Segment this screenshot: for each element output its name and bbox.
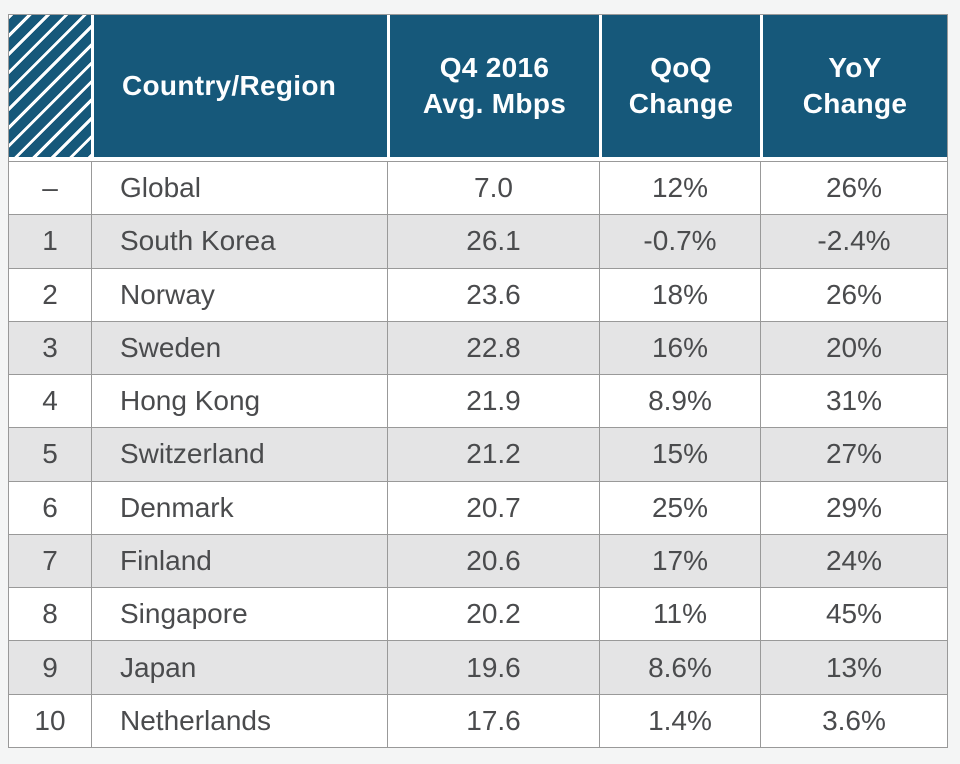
yoy-cell: 26%: [760, 268, 947, 321]
rank-cell: 1: [42, 225, 58, 257]
header-yoy-change: YoY Change: [763, 15, 947, 157]
mbps-cell: 22.8: [387, 321, 599, 375]
table-row-denmark: 6 Denmark 20.7 25% 29%: [9, 480, 947, 534]
country-cell: Sweden: [91, 321, 387, 375]
country-cell: Switzerland: [91, 428, 387, 481]
country-cell: Norway: [91, 268, 387, 321]
mbps-cell: 17.6: [387, 694, 599, 747]
rank-cell: 4: [42, 385, 58, 417]
country-cell: Global: [91, 162, 387, 215]
qoq-cell: 8.9%: [599, 375, 760, 428]
rank-cell: 8: [42, 598, 58, 630]
table-row-global: – Global 7.0 12% 26%: [9, 161, 947, 215]
speed-ranking-table: Country/Region Q4 2016 Avg. Mbps QoQ Cha…: [8, 14, 948, 748]
country-cell: Denmark: [91, 481, 387, 534]
country-cell: Finland: [91, 534, 387, 588]
header-country-region: Country/Region: [94, 15, 387, 157]
header-qoq-change: QoQ Change: [602, 15, 760, 157]
yoy-cell: 29%: [760, 481, 947, 534]
header-rank-stripes: [9, 15, 91, 157]
qoq-cell: 17%: [599, 534, 760, 588]
table-row-finland: 7 Finland 20.6 17% 24%: [9, 533, 947, 588]
country-cell: Japan: [91, 641, 387, 694]
table-row-netherlands: 10 Netherlands 17.6 1.4% 3.6%: [9, 693, 947, 747]
yoy-cell: 31%: [760, 375, 947, 428]
yoy-cell: 27%: [760, 428, 947, 481]
yoy-cell: 24%: [760, 534, 947, 588]
mbps-cell: 21.9: [387, 375, 599, 428]
country-cell: Singapore: [91, 588, 387, 641]
qoq-cell: -0.7%: [599, 215, 760, 268]
qoq-cell: 15%: [599, 428, 760, 481]
rank-cell: 2: [42, 278, 58, 310]
yoy-cell: -2.4%: [760, 215, 947, 268]
mbps-cell: 26.1: [387, 215, 599, 268]
country-cell: Hong Kong: [91, 375, 387, 428]
country-cell: South Korea: [91, 215, 387, 268]
table-row-japan: 9 Japan 19.6 8.6% 13%: [9, 640, 947, 694]
qoq-cell: 12%: [599, 162, 760, 215]
table-row-switzerland: 5 Switzerland 21.2 15% 27%: [9, 427, 947, 481]
mbps-cell: 20.7: [387, 481, 599, 534]
table-row-hong-kong: 4 Hong Kong 21.9 8.9% 31%: [9, 374, 947, 428]
mbps-cell: 7.0: [387, 162, 599, 215]
table-body: – Global 7.0 12% 26% 1 South Korea 26.1 …: [9, 161, 947, 747]
header-q4-2016-avg-mbps: Q4 2016 Avg. Mbps: [390, 15, 599, 157]
mbps-cell: 20.2: [387, 588, 599, 641]
table-row-south-korea: 1 South Korea 26.1 -0.7% -2.4%: [9, 214, 947, 268]
qoq-cell: 1.4%: [599, 694, 760, 747]
yoy-cell: 20%: [760, 321, 947, 375]
qoq-cell: 18%: [599, 268, 760, 321]
qoq-cell: 16%: [599, 321, 760, 375]
qoq-cell: 8.6%: [599, 641, 760, 694]
table-row-singapore: 8 Singapore 20.2 11% 45%: [9, 587, 947, 641]
mbps-cell: 21.2: [387, 428, 599, 481]
yoy-cell: 26%: [760, 162, 947, 215]
yoy-cell: 45%: [760, 588, 947, 641]
qoq-cell: 25%: [599, 481, 760, 534]
mbps-cell: 19.6: [387, 641, 599, 694]
table-row-sweden: 3 Sweden 22.8 16% 20%: [9, 320, 947, 375]
rank-cell: 6: [42, 491, 58, 523]
rank-cell: 9: [42, 651, 58, 683]
mbps-cell: 20.6: [387, 534, 599, 588]
rank-cell: 5: [42, 438, 58, 470]
table-header-row: Country/Region Q4 2016 Avg. Mbps QoQ Cha…: [9, 15, 947, 161]
rank-cell: –: [42, 172, 58, 204]
country-cell: Netherlands: [91, 694, 387, 747]
yoy-cell: 3.6%: [760, 694, 947, 747]
rank-cell: 3: [42, 331, 58, 363]
qoq-cell: 11%: [599, 588, 760, 641]
rank-cell: 10: [34, 704, 66, 736]
rank-cell: 7: [42, 544, 58, 576]
yoy-cell: 13%: [760, 641, 947, 694]
mbps-cell: 23.6: [387, 268, 599, 321]
table-row-norway: 2 Norway 23.6 18% 26%: [9, 267, 947, 321]
